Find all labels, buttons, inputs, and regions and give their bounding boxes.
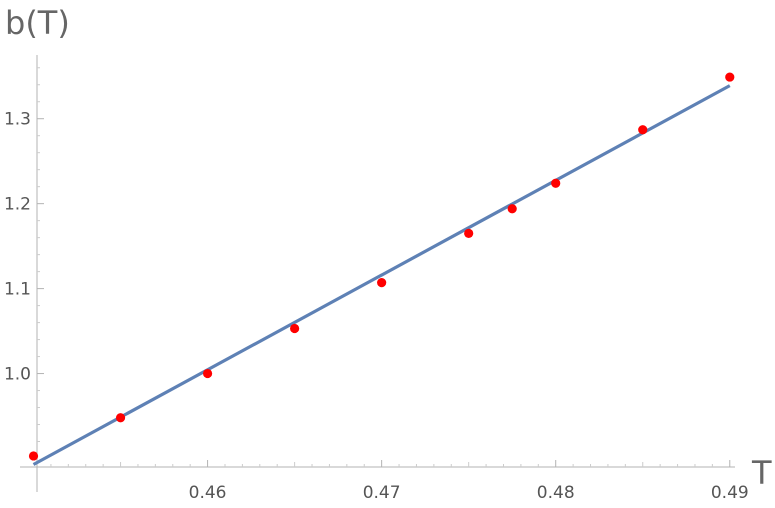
x-tick-label: 0.47: [363, 483, 401, 503]
fit-line-layer: [32, 84, 731, 466]
x-tick-label: 0.46: [189, 483, 227, 503]
fit-line: [32, 84, 731, 466]
data-point: [28, 451, 39, 461]
y-tick-label: 1.1: [4, 280, 31, 300]
y-axis-title: b(T): [5, 4, 70, 42]
data-point: [464, 228, 474, 238]
data-point: [638, 125, 648, 135]
data-point: [377, 278, 387, 288]
data-point: [725, 72, 735, 82]
y-tick-label: 1.2: [4, 195, 31, 215]
axes: [20, 55, 735, 492]
y-tick-label: 1.3: [4, 110, 31, 130]
data-point: [290, 323, 300, 334]
data-point: [115, 413, 126, 423]
data-point: [551, 178, 561, 188]
data-point: [202, 368, 213, 379]
tick-labels: 0.46 0.47 0.48 0.49 1.0 1.1 1.2 1.3: [4, 110, 749, 503]
data-points: [28, 72, 735, 461]
x-axis-title: T: [751, 454, 772, 492]
data-point: [507, 204, 517, 214]
y-tick-label: 1.0: [4, 365, 31, 385]
x-tick-label: 0.49: [711, 483, 749, 503]
x-tick-label: 0.48: [537, 483, 575, 503]
